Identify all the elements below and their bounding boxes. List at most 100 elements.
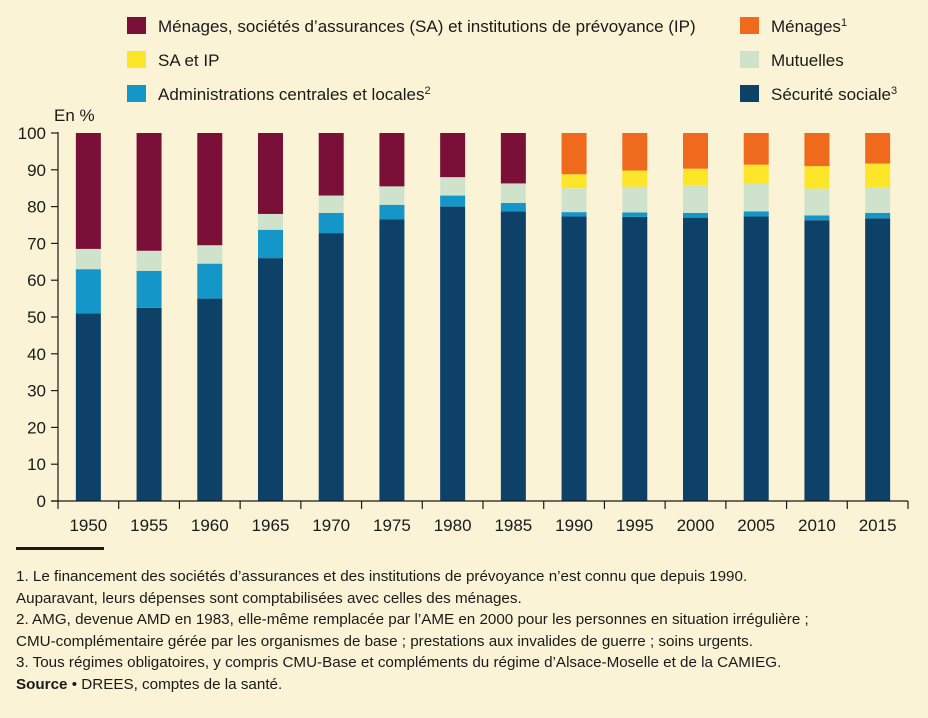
bar-segment-mut-1975 <box>379 186 405 205</box>
y-axis-unit-label: En % <box>54 106 95 125</box>
bar-segment-menages_sa_ip-1950 <box>75 133 101 249</box>
bar-segment-mut-1990 <box>561 188 587 213</box>
x-tick-label: 1985 <box>494 516 532 535</box>
bar-segment-secu-1985 <box>500 211 526 501</box>
bar-segment-secu-2005 <box>743 216 769 501</box>
bar-segment-menages_sa_ip-1985 <box>500 133 526 184</box>
x-tick-label: 1965 <box>252 516 290 535</box>
bar-segment-menages-2000 <box>683 133 708 169</box>
x-tick-label: 1995 <box>616 516 654 535</box>
footnote-2a: 2. AMG, devenue AMD en 1983, elle-même r… <box>16 611 809 629</box>
legend-footnote-ref: 1 <box>841 17 847 29</box>
legend: Ménages, sociétés d’assurances (SA) et i… <box>127 17 897 104</box>
bar-segment-menages-1995 <box>622 133 648 171</box>
bar-segment-admin-2010 <box>804 215 830 221</box>
source-label: Source <box>16 675 68 693</box>
bar-stack-1975 <box>379 133 405 502</box>
legend-label: Sécurité sociale3 <box>771 85 897 104</box>
legend-swatch <box>740 51 759 68</box>
bar-segment-menages_sa_ip-1955 <box>136 133 162 251</box>
x-tick-label: 2000 <box>677 516 715 535</box>
legend-label: Ménages, sociétés d’assurances (SA) et i… <box>158 17 696 36</box>
bar-segment-menages-1990 <box>561 133 587 175</box>
bar-segment-mut-1995 <box>622 186 648 213</box>
bar-segment-admin-2005 <box>743 211 769 217</box>
x-tick-label: 1960 <box>191 516 229 535</box>
bar-segment-admin-1950 <box>75 269 101 314</box>
bar-stack-2010 <box>804 133 830 501</box>
bar-stack-1995 <box>622 133 648 502</box>
bar-segment-admin-1965 <box>258 229 283 259</box>
x-tick-label: 2005 <box>737 516 775 535</box>
y-tick-label: 100 <box>18 124 46 143</box>
x-tick-label: 1980 <box>434 516 472 535</box>
legend-swatch <box>127 51 146 68</box>
legend-swatch <box>740 85 759 102</box>
source-text: DREES, comptes de la santé. <box>81 675 283 693</box>
legend-footnote-ref: 2 <box>424 85 430 97</box>
bar-segment-mut-1985 <box>500 183 526 203</box>
footnote-3: 3. Tous régimes obligatoires, y compris … <box>16 654 782 672</box>
bar-stack-1950 <box>75 133 101 501</box>
notes-separator <box>16 547 104 550</box>
bar-segment-menages_sa_ip-1980 <box>440 133 466 178</box>
bar-stack-1960 <box>197 133 223 501</box>
footnote-1a: 1. Le financement des sociétés d’assuran… <box>16 568 748 585</box>
x-axis-ticks: 1950 1955 1960 1965 1970 1975 1980 1985 1990 1995… <box>57 501 909 535</box>
bar-segment-saip-2005 <box>743 164 769 184</box>
axes <box>51 132 908 502</box>
bar-segment-secu-2015 <box>865 218 891 501</box>
bar-segment-admin-1975 <box>379 204 405 220</box>
bar-segment-secu-1965 <box>258 258 283 501</box>
x-tick-label: 1970 <box>312 516 350 535</box>
bar-segment-secu-1950 <box>75 313 101 501</box>
bar-segment-secu-1955 <box>136 307 162 501</box>
y-tick-label: 10 <box>27 455 46 474</box>
bar-segment-admin-1980 <box>440 195 466 207</box>
source-line: Source • DREES, comptes de la santé. <box>16 674 916 696</box>
bar-segment-mut-1970 <box>318 195 344 213</box>
x-tick-label: 1955 <box>130 516 168 535</box>
bar-segment-secu-2010 <box>804 220 830 501</box>
bar-segment-mut-2010 <box>804 188 830 216</box>
y-tick-label: 30 <box>27 382 46 401</box>
y-tick-label: 50 <box>27 308 46 327</box>
legend-entry-admin: Administrations centrales et locales2 <box>127 85 431 104</box>
bar-segment-secu-2000 <box>683 217 708 501</box>
y-tick-label: 90 <box>27 161 46 180</box>
legend-label: Mutuelles <box>771 51 844 70</box>
bar-segment-mut-1955 <box>136 250 162 271</box>
bar-stack-1980 <box>440 133 466 501</box>
bar-segment-secu-1970 <box>318 233 344 501</box>
bar-segment-saip-2015 <box>865 163 891 188</box>
bar-segment-secu-1960 <box>197 298 223 501</box>
legend-swatch <box>127 17 146 34</box>
bars <box>75 133 891 502</box>
bar-segment-mut-2005 <box>743 183 769 212</box>
x-tick-label: 1950 <box>69 516 107 535</box>
legend-label: Ménages1 <box>771 17 847 36</box>
source-bullet: • <box>71 675 78 693</box>
bar-stack-2000 <box>683 133 708 501</box>
legend-swatch <box>740 17 759 34</box>
legend-entry-menages: Ménages1 <box>740 17 847 36</box>
x-tick-label: 2010 <box>798 516 836 535</box>
legend-entry-secu: Sécurité sociale3 <box>740 85 897 104</box>
bar-stack-1965 <box>258 133 283 501</box>
bar-segment-mut-1965 <box>258 213 283 230</box>
y-tick-label: 60 <box>27 271 46 290</box>
bar-segment-saip-2010 <box>804 166 830 189</box>
bar-segment-saip-1995 <box>622 170 648 187</box>
bar-segment-saip-1990 <box>561 174 587 189</box>
bar-segment-menages-2015 <box>865 133 891 164</box>
legend-entry-saip: SA et IP <box>127 51 219 70</box>
bar-segment-menages_sa_ip-1975 <box>379 133 405 187</box>
bar-segment-admin-1990 <box>561 212 587 217</box>
x-tick-label: 1990 <box>555 516 593 535</box>
y-tick-label: 20 <box>27 418 46 437</box>
bar-segment-admin-2000 <box>683 212 708 218</box>
y-tick-label: 40 <box>27 345 46 364</box>
footnotes: 1. Le financement des sociétés d’assuran… <box>16 566 916 696</box>
bar-segment-secu-1990 <box>561 216 587 501</box>
